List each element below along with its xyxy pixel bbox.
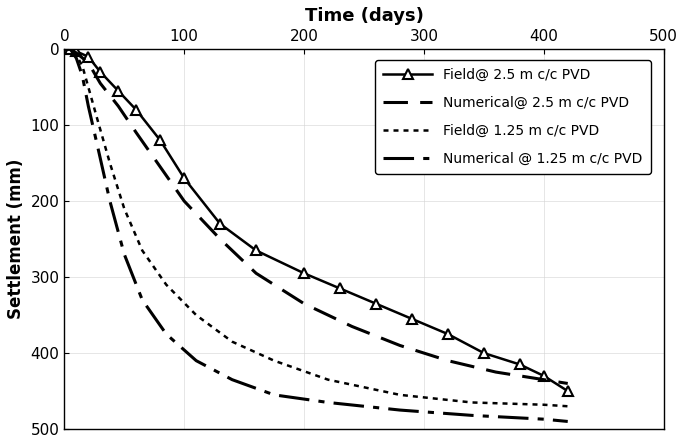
Numerical @ 1.25 m c/c PVD <box>72 56 80 61</box>
Field@ 2.5 m c/c PVD <box>180 176 188 181</box>
Numerical@ 2.5 m c/c PVD <box>96 81 104 86</box>
Field@ 1.25 m c/c PVD <box>84 85 92 90</box>
Numerical@ 2.5 m c/c PVD <box>132 130 140 135</box>
Numerical @ 1.25 m c/c PVD <box>192 358 200 363</box>
Numerical @ 1.25 m c/c PVD <box>120 251 128 257</box>
Field@ 1.25 m c/c PVD <box>162 282 171 287</box>
Numerical @ 1.25 m c/c PVD <box>84 103 92 109</box>
Field@ 2.5 m c/c PVD <box>516 362 524 367</box>
Numerical@ 2.5 m c/c PVD <box>114 103 123 109</box>
Field@ 1.25 m c/c PVD <box>72 53 80 58</box>
Numerical @ 1.25 m c/c PVD <box>228 377 236 382</box>
Line: Numerical@ 2.5 m c/c PVD: Numerical@ 2.5 m c/c PVD <box>64 49 568 384</box>
Field@ 1.25 m c/c PVD <box>540 402 548 408</box>
Numerical@ 2.5 m c/c PVD <box>348 324 356 329</box>
Numerical@ 2.5 m c/c PVD <box>84 60 92 65</box>
Field@ 1.25 m c/c PVD <box>468 400 476 405</box>
Field@ 1.25 m c/c PVD <box>120 206 128 211</box>
Field@ 1.25 m c/c PVD <box>564 404 572 409</box>
Field@ 2.5 m c/c PVD <box>479 350 488 356</box>
Numerical @ 1.25 m c/c PVD <box>78 73 86 78</box>
Numerical@ 2.5 m c/c PVD <box>564 381 572 386</box>
Field@ 2.5 m c/c PVD <box>66 46 75 52</box>
Line: Field@ 2.5 m c/c PVD: Field@ 2.5 m c/c PVD <box>60 44 573 396</box>
Numerical @ 1.25 m c/c PVD <box>94 145 102 150</box>
Line: Numerical @ 1.25 m c/c PVD: Numerical @ 1.25 m c/c PVD <box>64 49 568 421</box>
Field@ 1.25 m c/c PVD <box>66 46 75 52</box>
Field@ 1.25 m c/c PVD <box>192 312 200 318</box>
Field@ 1.25 m c/c PVD <box>396 392 404 397</box>
Field@ 1.25 m c/c PVD <box>94 119 102 124</box>
Field@ 2.5 m c/c PVD <box>60 46 68 52</box>
Field@ 2.5 m c/c PVD <box>444 332 452 337</box>
Field@ 2.5 m c/c PVD <box>372 301 380 306</box>
Field@ 2.5 m c/c PVD <box>96 69 104 75</box>
Field@ 2.5 m c/c PVD <box>156 138 164 143</box>
Field@ 1.25 m c/c PVD <box>78 63 86 69</box>
Field@ 1.25 m c/c PVD <box>324 377 332 382</box>
Numerical@ 2.5 m c/c PVD <box>396 343 404 348</box>
Numerical @ 1.25 m c/c PVD <box>396 407 404 413</box>
Field@ 1.25 m c/c PVD <box>228 339 236 344</box>
Field@ 2.5 m c/c PVD <box>336 286 344 291</box>
Numerical @ 1.25 m c/c PVD <box>60 46 68 52</box>
Line: Field@ 1.25 m c/c PVD: Field@ 1.25 m c/c PVD <box>64 49 568 406</box>
Field@ 1.25 m c/c PVD <box>138 248 147 253</box>
Numerical @ 1.25 m c/c PVD <box>468 413 476 418</box>
Numerical@ 2.5 m c/c PVD <box>540 377 548 382</box>
Numerical@ 2.5 m c/c PVD <box>72 50 80 56</box>
Numerical@ 2.5 m c/c PVD <box>66 46 75 52</box>
Numerical@ 2.5 m c/c PVD <box>444 358 452 363</box>
Y-axis label: Settlement (mm): Settlement (mm) <box>7 159 25 319</box>
Numerical@ 2.5 m c/c PVD <box>252 271 260 276</box>
Numerical@ 2.5 m c/c PVD <box>60 46 68 52</box>
Field@ 1.25 m c/c PVD <box>105 161 114 166</box>
Numerical @ 1.25 m c/c PVD <box>105 198 114 204</box>
Numerical@ 2.5 m c/c PVD <box>300 301 308 306</box>
Field@ 1.25 m c/c PVD <box>60 46 68 52</box>
Field@ 2.5 m c/c PVD <box>132 107 140 113</box>
Numerical @ 1.25 m c/c PVD <box>540 417 548 422</box>
Field@ 2.5 m c/c PVD <box>408 316 416 322</box>
Field@ 2.5 m c/c PVD <box>300 271 308 276</box>
Field@ 2.5 m c/c PVD <box>114 88 123 93</box>
Numerical @ 1.25 m c/c PVD <box>162 332 171 337</box>
Numerical@ 2.5 m c/c PVD <box>492 369 500 375</box>
Numerical @ 1.25 m c/c PVD <box>66 46 75 52</box>
Field@ 2.5 m c/c PVD <box>540 373 548 379</box>
Numerical@ 2.5 m c/c PVD <box>156 164 164 170</box>
Legend: Field@ 2.5 m c/c PVD, Numerical@ 2.5 m c/c PVD, Field@ 1.25 m c/c PVD, Numerical: Field@ 2.5 m c/c PVD, Numerical@ 2.5 m c… <box>375 60 651 174</box>
Numerical @ 1.25 m c/c PVD <box>270 392 278 397</box>
Numerical @ 1.25 m c/c PVD <box>138 297 147 303</box>
Field@ 2.5 m c/c PVD <box>564 388 572 394</box>
Field@ 2.5 m c/c PVD <box>72 49 80 54</box>
Field@ 2.5 m c/c PVD <box>216 221 224 227</box>
Field@ 2.5 m c/c PVD <box>252 248 260 253</box>
Numerical@ 2.5 m c/c PVD <box>180 198 188 204</box>
Field@ 2.5 m c/c PVD <box>84 54 92 59</box>
X-axis label: Time (days): Time (days) <box>305 7 423 25</box>
Numerical@ 2.5 m c/c PVD <box>216 236 224 242</box>
Field@ 1.25 m c/c PVD <box>270 358 278 363</box>
Numerical @ 1.25 m c/c PVD <box>564 419 572 424</box>
Numerical @ 1.25 m c/c PVD <box>324 400 332 405</box>
